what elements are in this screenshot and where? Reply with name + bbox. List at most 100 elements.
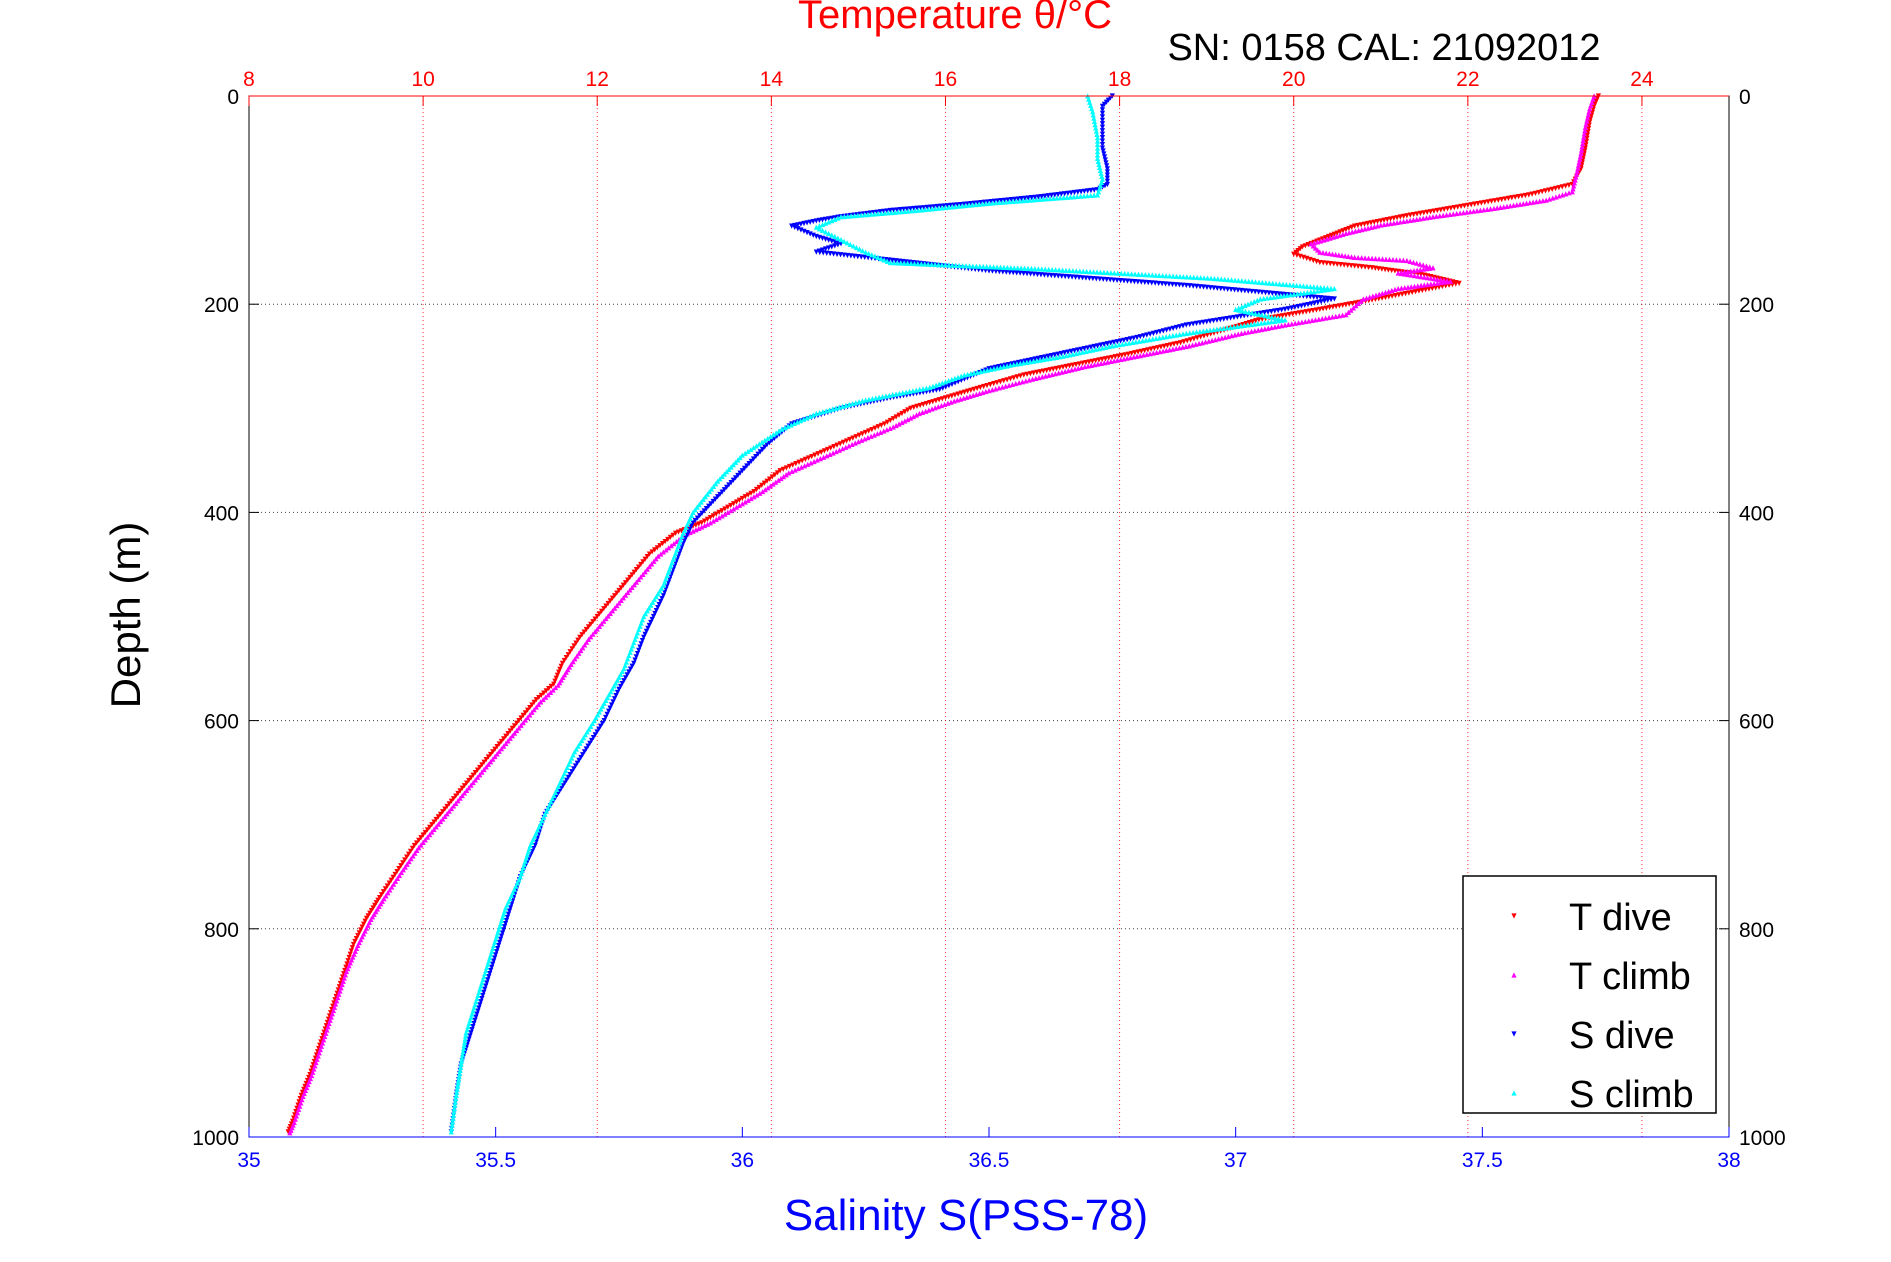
data-point [389,884,395,890]
data-point [866,250,872,257]
data-point [869,426,875,433]
data-point [1301,290,1307,296]
data-point [635,564,642,570]
data-point [1368,224,1374,230]
data-point [861,212,868,218]
data-point [626,669,632,675]
data-point [474,774,481,780]
data-point [496,942,502,949]
data-point [442,806,448,812]
data-point [840,403,846,409]
data-point [933,382,939,388]
data-point [1099,121,1106,127]
data-point [1039,374,1045,380]
data-point [902,409,908,415]
data-point [1033,375,1039,381]
data-point [396,866,402,872]
data-point [1099,345,1106,351]
data-point [1060,353,1066,359]
data-point [728,502,734,509]
data-point [1104,276,1110,283]
data-point [1367,294,1373,300]
data-point [627,666,634,672]
data-point [916,410,922,417]
data-point [468,775,474,781]
data-point [943,384,949,390]
data-point [1170,346,1176,352]
data-point [955,374,961,380]
data-point [1113,342,1119,348]
data-point [1106,343,1112,350]
data-point [1132,271,1138,277]
data-point [590,735,597,741]
data-point [923,408,929,414]
data-point [875,211,881,217]
data-point [766,440,773,446]
data-point [1543,197,1549,203]
data-point [1118,270,1124,276]
data-point [492,746,498,752]
data-point [938,402,945,409]
data-point [1302,318,1308,325]
data-point [836,404,842,410]
data-point [919,409,926,415]
data-point [1428,275,1434,281]
data-point [905,416,911,423]
data-point [491,958,497,964]
data-point [762,437,768,443]
data-point [1420,215,1426,221]
data-point [699,524,705,530]
data-point [1222,334,1228,340]
data-point [1269,324,1275,331]
data-point [1099,138,1106,144]
data-point [1190,283,1196,289]
legend-marker [1511,913,1517,919]
data-point [450,1119,456,1125]
data-point [453,1092,459,1098]
data-point [500,927,507,933]
data-point [453,800,459,806]
data-point [435,821,441,827]
data-point [1575,162,1582,168]
data-point [614,689,621,696]
data-point [833,448,839,455]
data-point [1198,275,1204,281]
data-point [581,749,588,755]
data-point [1234,323,1240,329]
data-point [728,508,734,514]
data-point [725,509,731,515]
data-point [1410,217,1417,223]
data-point [879,394,886,400]
data-point [1252,328,1258,334]
data-point [670,532,676,538]
data-point [1104,166,1110,172]
data-point [1093,276,1099,282]
data-point [1006,199,1012,205]
data-point [1209,337,1215,343]
data-point [739,501,745,507]
data-point [641,634,647,640]
data-point [1238,330,1245,336]
data-point [449,1122,455,1128]
data-point [923,385,930,391]
data-point [887,417,893,424]
data-point [572,763,579,769]
data-point [736,502,743,509]
data-point [1117,278,1124,284]
data-point [406,851,412,857]
data-point [966,263,973,269]
data-point [370,905,376,911]
data-point [1411,268,1417,274]
data-point [490,756,496,762]
data-point [909,208,915,214]
data-point [303,1080,309,1087]
data-point [420,839,426,845]
data-point [457,1070,463,1077]
data-point [1183,330,1189,336]
data-point [1163,347,1169,353]
data-point [983,388,989,395]
data-point [1082,364,1088,370]
data-point [926,407,932,413]
data-point [1359,264,1365,270]
data-point [552,678,558,684]
